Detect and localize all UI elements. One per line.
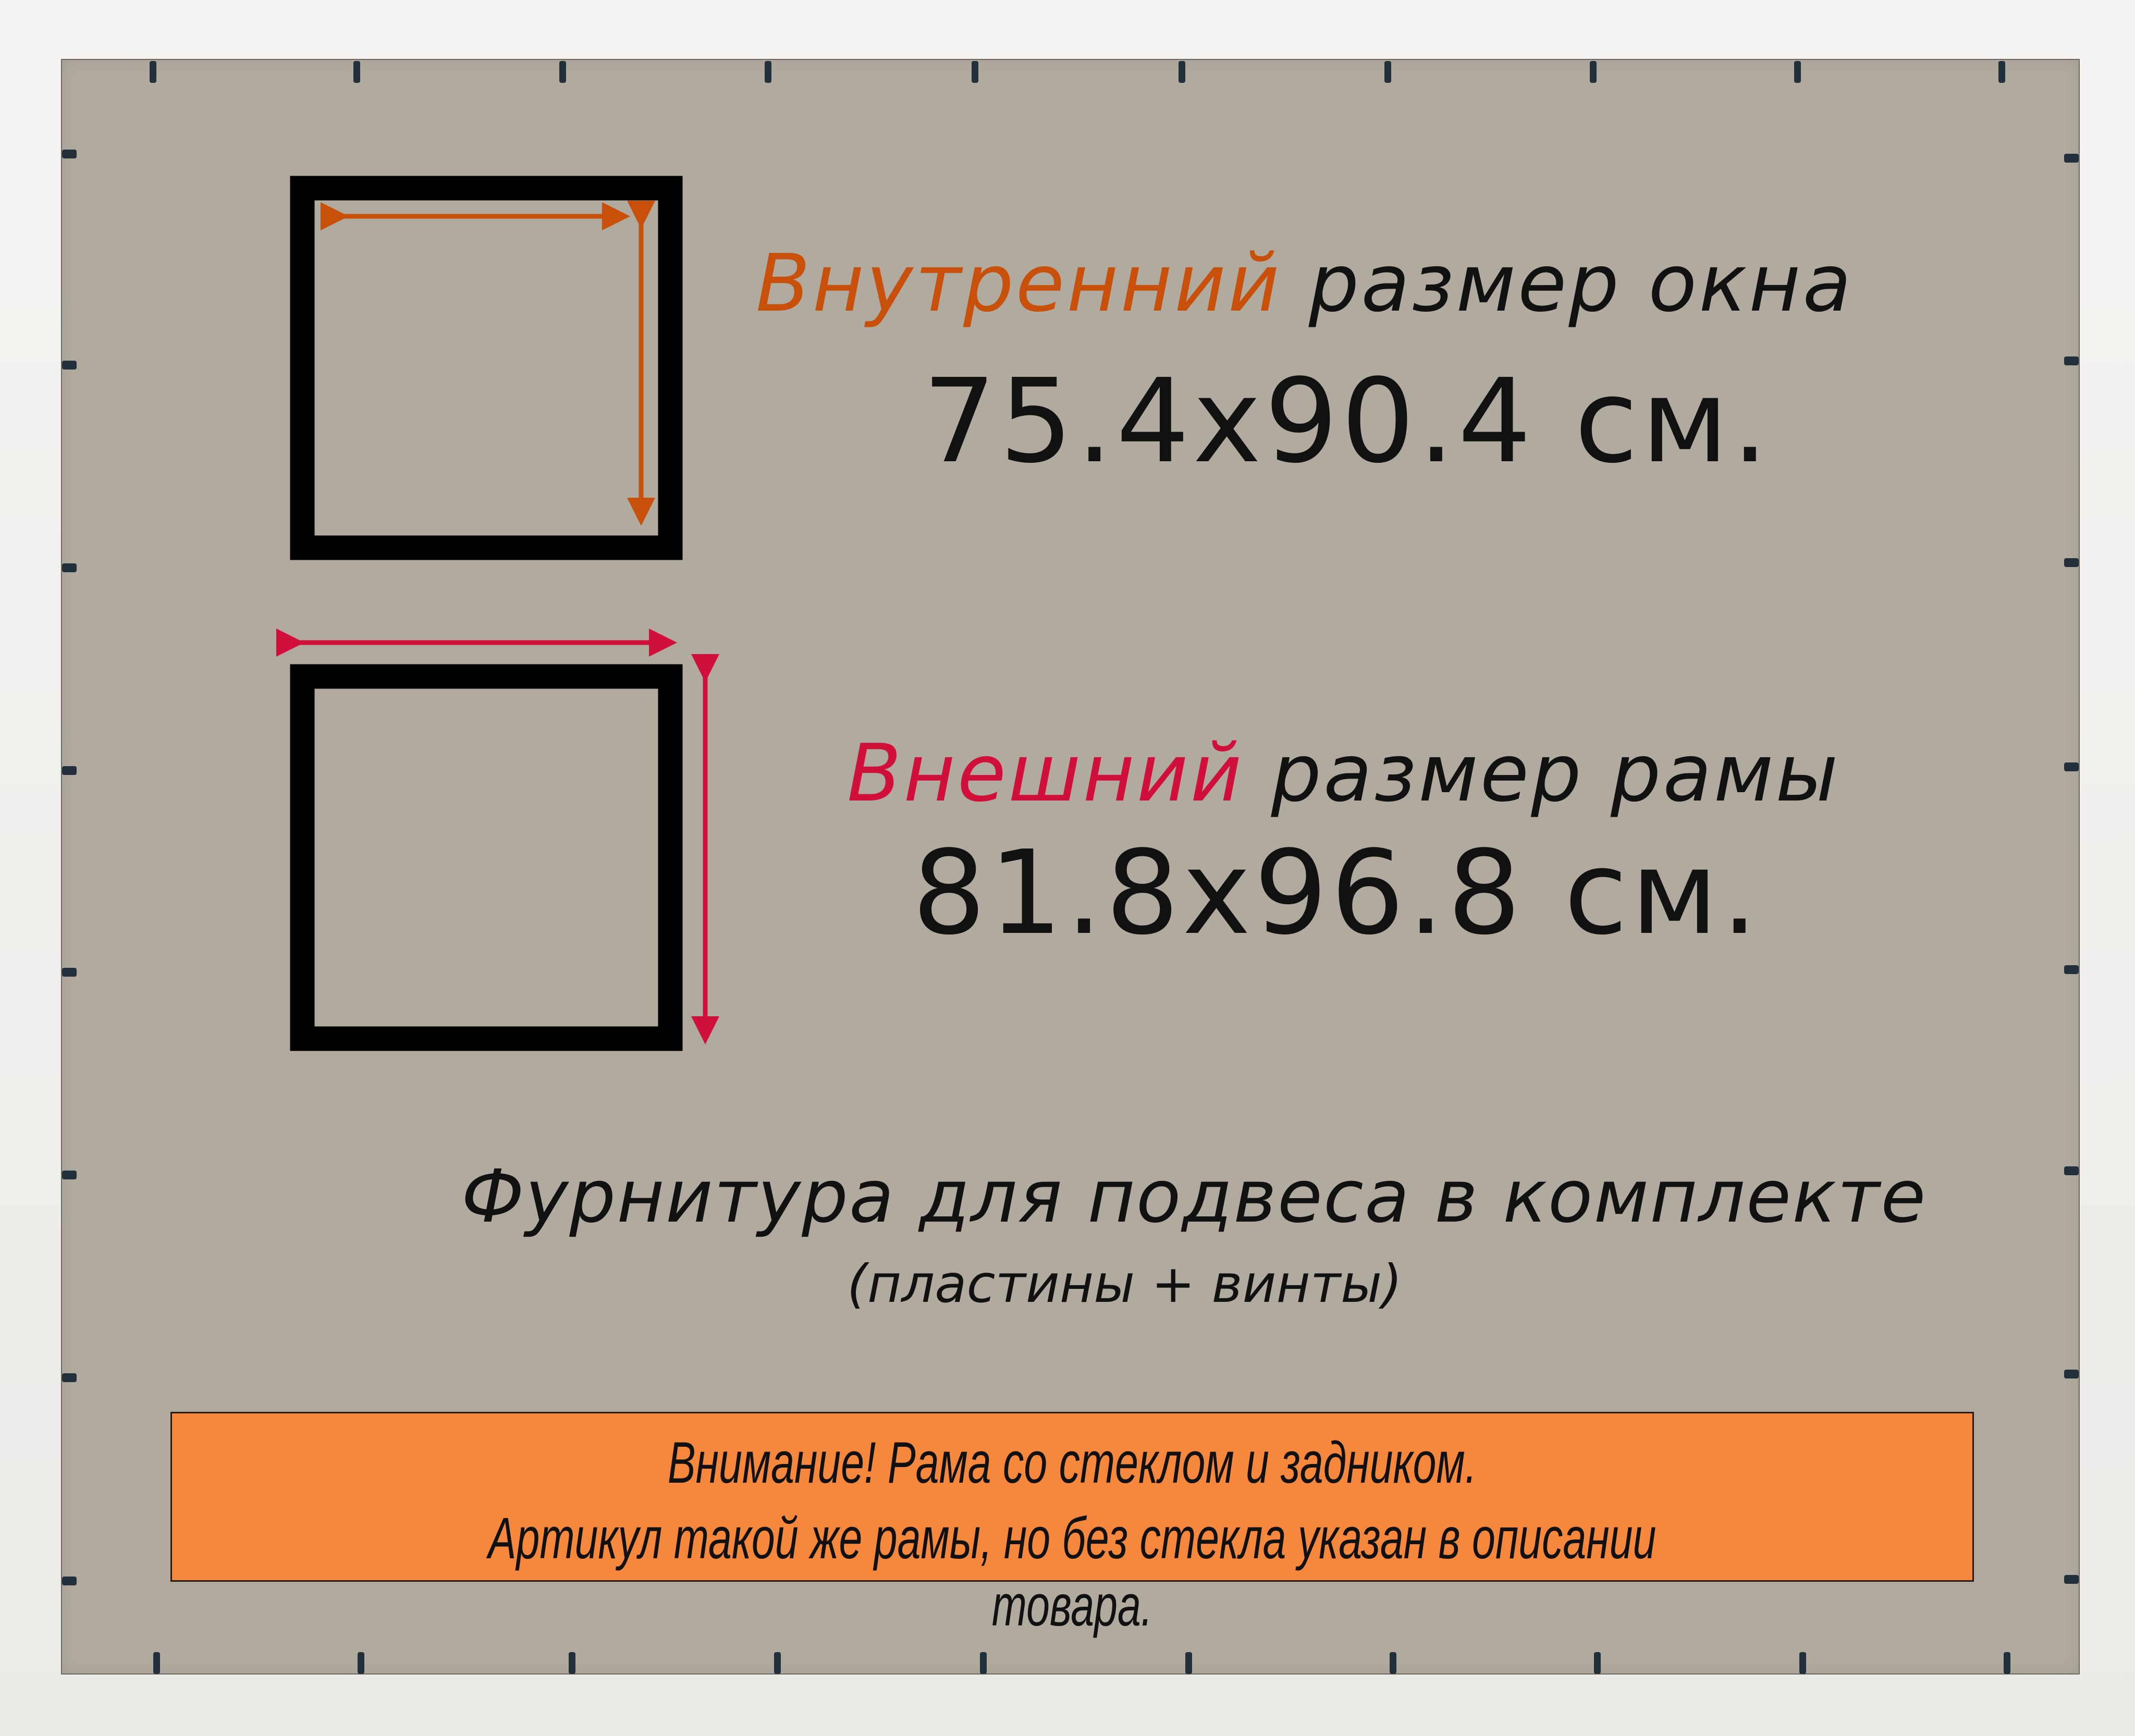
hardware-subtitle: (пластины + винты) [847, 1253, 1403, 1314]
retaining-clip [1185, 1652, 1193, 1674]
inner-size-highlight: Внутренний [756, 237, 1282, 329]
retaining-clip [62, 967, 77, 977]
retaining-clip [569, 1652, 576, 1674]
retaining-clip [2064, 965, 2079, 974]
outer-size-value: 81.8x96.8 см. [912, 826, 1761, 961]
inner-size-value: 75.4x90.4 см. [923, 354, 1772, 489]
retaining-clip [972, 61, 979, 83]
retaining-clip [149, 61, 156, 83]
retaining-clip [1998, 61, 2005, 83]
retaining-clip [559, 61, 566, 83]
retaining-clip [1390, 1652, 1397, 1674]
retaining-clip [2064, 762, 2079, 771]
retaining-clip [979, 1652, 987, 1674]
inner-size-label: Внутренний размер окна [756, 237, 1854, 329]
outer-size-rest: размер рамы [1271, 727, 1840, 819]
frame-backing-board [61, 59, 2080, 1675]
inner-size-rest: размер окна [1308, 237, 1854, 329]
retaining-clip [62, 766, 77, 775]
retaining-clip [62, 150, 77, 159]
retaining-clip [153, 1652, 161, 1674]
retaining-clip [1794, 61, 1801, 83]
retaining-clip [2064, 1369, 2079, 1378]
retaining-clip [1384, 61, 1391, 83]
retaining-clip [1799, 1652, 1807, 1674]
retaining-clip [1179, 61, 1186, 83]
retaining-clip [2004, 1652, 2011, 1674]
notice-line-1: Внимание! Рама со стеклом и задником. [667, 1430, 1477, 1495]
retaining-clip [1590, 61, 1597, 83]
outer-size-highlight: Внешний [847, 727, 1244, 819]
retaining-clip [2064, 356, 2079, 366]
retaining-clip [2064, 558, 2079, 567]
retaining-clip [774, 1652, 781, 1674]
retaining-clip [358, 1652, 365, 1674]
retaining-clip [2064, 1166, 2079, 1176]
notice-line-2: Артикул такой же рамы, но без стекла ука… [488, 1506, 1657, 1638]
hardware-title: Фурнитура для подвеса в комплекте [461, 1154, 1927, 1239]
inner-size-square-icon [290, 176, 683, 560]
retaining-clip [62, 1171, 77, 1180]
outer-size-square-icon [290, 664, 683, 1051]
notice-banner: Внимание! Рама со стеклом и задником. Ар… [170, 1412, 1974, 1638]
outer-size-label: Внешний размер рамы [847, 727, 1840, 819]
retaining-clip [62, 361, 77, 370]
retaining-clip [765, 61, 772, 83]
retaining-clip [62, 1576, 77, 1585]
retaining-clip [2064, 1574, 2079, 1584]
retaining-clip [62, 1373, 77, 1383]
retaining-clip [1593, 1652, 1601, 1674]
retaining-clip [62, 563, 77, 573]
retaining-clip [353, 61, 361, 83]
retaining-clip [2064, 153, 2079, 163]
